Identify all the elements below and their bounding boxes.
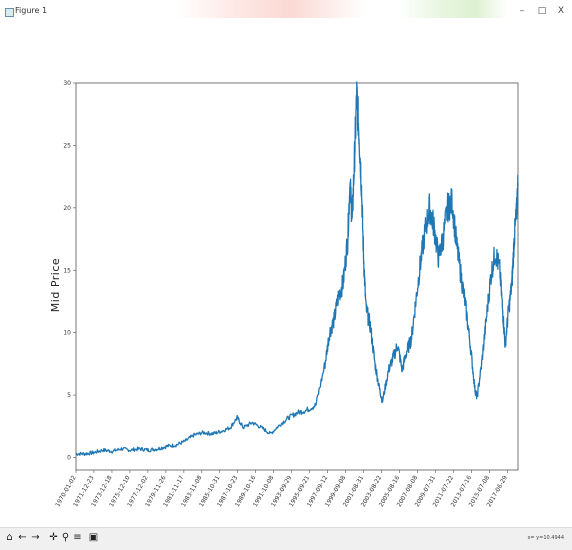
plot-frame [75, 82, 519, 471]
minimize-button[interactable]: – [519, 6, 525, 16]
series-line-mid-price [75, 81, 519, 457]
line-chart: 0510152025301970-01-021971-12-231973-12-… [49, 80, 519, 508]
y-tick-label: 30 [63, 80, 71, 87]
maximize-button[interactable]: □ [537, 6, 547, 16]
y-tick-label: 0 [67, 455, 71, 462]
save-icon[interactable]: ▣ [88, 532, 99, 543]
y-tick-label: 5 [67, 392, 71, 399]
y-tick-label: 25 [63, 142, 71, 149]
pan-icon[interactable]: ✛ [49, 532, 58, 543]
navigation-toolbar: ⌂ ← → ✛ ⚲ ≡ ▣ x= y=10.4944 [0, 527, 572, 550]
y-tick-label: 20 [63, 205, 71, 212]
cursor-coordinates: x= y=10.4944 [527, 535, 564, 541]
figure-app-icon [5, 8, 14, 17]
configure-subplots-icon[interactable]: ≡ [73, 532, 82, 543]
background-banner-right [398, 0, 508, 18]
zoom-icon[interactable]: ⚲ [61, 532, 70, 543]
forward-arrow-icon[interactable]: → [31, 532, 40, 543]
window-titlebar: Figure 1 – □ X [0, 0, 572, 26]
y-tick-label: 10 [63, 330, 71, 337]
y-tick-label: 15 [63, 267, 71, 274]
close-button[interactable]: X [557, 6, 565, 16]
back-arrow-icon[interactable]: ← [18, 532, 27, 543]
background-banner-left [176, 0, 366, 18]
home-icon[interactable]: ⌂ [6, 532, 13, 543]
window-title: Figure 1 [15, 6, 48, 15]
y-axis-label: Mid Price [49, 258, 62, 312]
